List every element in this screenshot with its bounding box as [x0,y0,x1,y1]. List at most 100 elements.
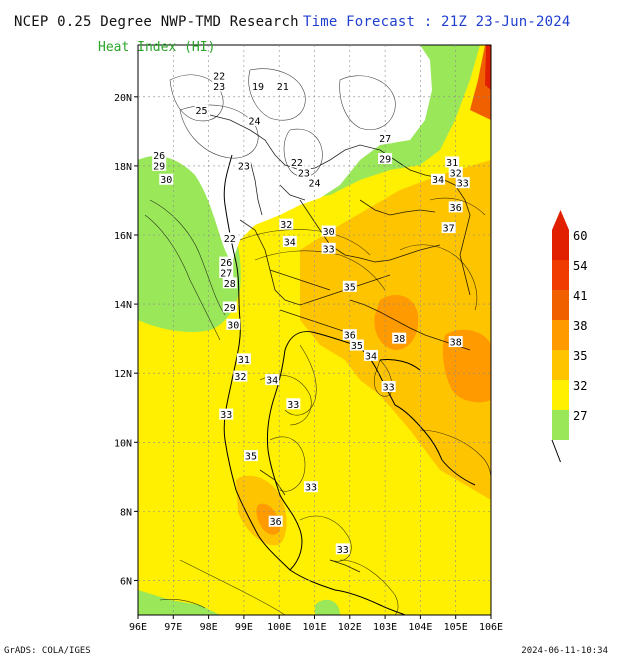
contour-label-bg [212,70,227,82]
contour-label: 35 [344,282,356,293]
contour-label-bg [152,159,167,171]
contour-label: 33 [220,410,232,421]
contour-label-bg [448,166,463,178]
contour-label-bg [265,374,280,386]
contour-label: 21 [277,82,289,93]
contour-label-bg [219,256,234,268]
colorbar-segment [552,410,569,440]
contour-label-bg [159,173,174,185]
contour-label: 26 [220,258,232,269]
contour-label: 36 [344,331,356,342]
graticule [138,45,491,615]
contour-label-bg [286,398,301,410]
contour-label: 27 [379,134,391,145]
contour-label-bg [251,80,266,92]
contour-label: 23 [298,168,310,179]
contour-label: 19 [252,82,264,93]
contour-label-bg [448,201,463,213]
contour-label-bg [296,166,311,178]
contour-label: 38 [393,334,405,345]
contour-label: 22 [213,72,225,83]
x-tick-label: 104E [408,622,432,633]
contour-label-bg [381,381,396,392]
contour-label-bg [378,132,393,144]
axis-ticks: 96E 97E 98E 99E 100E 101E 102E 103E 104E 105E 106E… [114,93,503,633]
contour-label-bg [194,104,209,116]
contour-label-bg [219,267,234,278]
contour-label-bg [275,80,290,92]
contour-label: 33 [287,400,299,411]
contour-label-bg [392,332,407,344]
contour-label-bg [321,225,336,237]
x-tick-label: 106E [479,622,503,633]
contour-label: 33 [383,383,395,394]
contour-label-bg [349,339,364,351]
contour-label: 22 [291,158,303,169]
color-bar: 60 54 41 38 35 32 27 [551,210,587,463]
contour-label-bg [219,408,234,420]
contour-label: 36 [450,203,462,214]
contour-label-bg [236,353,251,365]
contour-label: 30 [323,227,335,238]
contour-label-bg [226,318,241,330]
contour-label: 34 [284,237,296,248]
colorbar-label: 60 [573,229,587,243]
contour-label: 30 [160,175,172,186]
contour-label: 23 [238,161,250,172]
contour-label: 25 [196,106,208,117]
contour-label-bg [448,336,463,348]
timestamp: 2024-06-11-10:34 [521,646,608,656]
colorbar-label: 38 [573,319,587,333]
contour-label: 33 [305,483,317,494]
x-tick-label: 100E [267,622,291,633]
contour-label: 35 [245,452,257,463]
contour-label: 33 [323,244,335,255]
contour-label: 35 [351,341,363,352]
contour-label: 32 [280,220,292,231]
contour-label: 33 [337,545,349,556]
contour-label: 28 [224,279,236,290]
x-tick-label: 98E [200,622,218,633]
contour-label-bg [152,149,167,161]
contour-label-bg [212,80,227,92]
colorbar-bottom-arrow [551,439,561,463]
contour-label: 23 [213,82,225,93]
contour-label-bg [363,349,378,361]
y-tick-label: 10N [114,438,132,449]
contour-label-bg [378,153,393,164]
contour-label-bg [307,177,322,189]
contour-label-bg [342,329,357,341]
x-tick-label: 101E [302,622,326,633]
x-tick-label: 103E [373,622,397,633]
contour-label-bg [222,232,237,244]
contour-label-bg [431,173,446,185]
contour-label: 34 [266,376,278,387]
contour-label: 32 [450,168,462,179]
contour-label-bg [247,115,262,126]
colorbar-label: 32 [573,379,587,393]
contour-label: 33 [457,179,469,190]
contour-label: 31 [446,158,458,169]
colorbar-segment [552,230,569,260]
contour-label: 31 [238,355,250,366]
contour-label-bg [335,543,350,555]
colorbar-label: 35 [573,349,587,363]
colorbar-segment [552,260,569,290]
colorbar-segment [552,320,569,350]
contour-label-bg [268,515,283,527]
colorbar-top-arrow [552,210,569,230]
contour-label-bg [321,242,336,254]
x-tick-label: 102E [338,622,362,633]
contour-label-bg [289,156,304,168]
contour-label-bg [342,280,357,292]
colorbar-segment [552,350,569,380]
contour-label-bg [303,481,318,493]
contour-label: 34 [432,175,444,186]
contour-label-bg [441,222,456,234]
software-credit: GrADS: COLA/IGES [4,646,91,656]
contour-label-bg [222,301,237,313]
contour-label: 29 [379,155,391,166]
y-tick-label: 12N [114,369,132,380]
contour-label-bg [243,450,258,462]
